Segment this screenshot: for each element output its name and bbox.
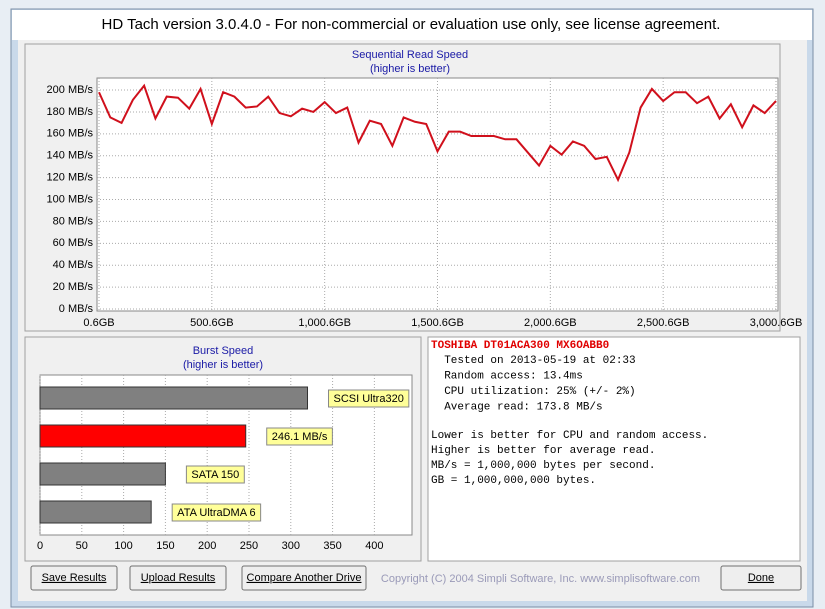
bar (39, 386, 309, 410)
y-tick-label: 60 MB/s (53, 237, 94, 249)
y-tick-label: 80 MB/s (53, 215, 94, 227)
button-label: Compare Another Drive (247, 572, 362, 584)
x-tick-label: 50 (76, 540, 88, 552)
button-face (241, 565, 367, 591)
read-line (98, 83, 777, 183)
info-panel (427, 336, 801, 562)
x-tick-label: 0.6GB (83, 317, 114, 329)
y-tick-label: 120 MB/s (47, 172, 94, 184)
bar (39, 500, 152, 524)
window-title: HD Tach version 3.0.4.0 - For non-commer… (102, 16, 721, 33)
button[interactable]: Upload Results (129, 565, 227, 591)
button-face (720, 565, 802, 591)
x-tick-label: 350 (323, 540, 341, 552)
drive-name: TOSHIBA DT01ACA300 MX6OABB0 (431, 340, 609, 352)
button-label: Save Results (42, 572, 107, 584)
y-tick-label: 160 MB/s (47, 128, 94, 140)
button-face (30, 565, 118, 591)
info-line: Average read: 173.8 MB/s (431, 401, 603, 413)
copyright: Copyright (C) 2004 Simpli Software, Inc.… (381, 573, 700, 585)
bar (39, 462, 166, 486)
x-tick-label: 100 (114, 540, 132, 552)
label-box (266, 427, 333, 446)
button-label: Upload Results (141, 572, 216, 584)
x-tick-label: 2,500.6GB (637, 317, 690, 329)
x-tick-label: 150 (156, 540, 174, 552)
title-bar (12, 10, 812, 40)
button[interactable]: Done (720, 565, 802, 591)
label-box (185, 465, 245, 484)
button[interactable]: Save Results (30, 565, 118, 591)
bar-label: SATA 150 (191, 469, 239, 481)
x-tick-label: 0 (37, 540, 43, 552)
bar-label: ATA UltraDMA 6 (177, 507, 255, 519)
info-note: GB = 1,000,000,000 bytes. (431, 475, 596, 487)
bar-label: 246.1 MB/s (272, 431, 328, 443)
label-box (171, 503, 262, 522)
info-line: CPU utilization: 25% (+/- 2%) (431, 386, 636, 398)
bar-label: SCSI Ultra320 (334, 393, 404, 405)
info-line: Random access: 13.4ms (431, 370, 583, 382)
x-tick-label: 1,500.6GB (411, 317, 464, 329)
chart-title: Burst Speed (193, 345, 254, 357)
y-tick-label: 200 MB/s (47, 84, 94, 96)
info-note: Lower is better for CPU and random acces… (431, 430, 708, 442)
x-tick-label: 3,000.6GB (750, 317, 803, 329)
x-tick-label: 300 (282, 540, 300, 552)
chart-title: Sequential Read Speed (352, 49, 468, 61)
chart-subtitle: (higher is better) (370, 63, 450, 75)
x-tick-label: 1,000.6GB (298, 317, 351, 329)
y-tick-label: 100 MB/s (47, 193, 94, 205)
y-tick-label: 40 MB/s (53, 259, 94, 271)
x-tick-label: 200 (198, 540, 216, 552)
y-tick-label: 20 MB/s (53, 281, 94, 293)
bar (39, 424, 247, 448)
info-note: Higher is better for average read. (431, 445, 655, 457)
x-tick-label: 400 (365, 540, 383, 552)
button[interactable]: Compare Another Drive (241, 565, 367, 591)
x-tick-label: 500.6GB (190, 317, 233, 329)
x-tick-label: 2,000.6GB (524, 317, 577, 329)
y-tick-label: 140 MB/s (47, 150, 94, 162)
y-tick-label: 180 MB/s (47, 106, 94, 118)
chart-subtitle: (higher is better) (183, 359, 263, 371)
info-line: Tested on 2013-05-19 at 02:33 (431, 355, 636, 367)
info-note: MB/s = 1,000,000 bytes per second. (431, 460, 655, 472)
button-face (129, 565, 227, 591)
label-box (328, 389, 410, 408)
y-tick-label: 0 MB/s (59, 303, 94, 315)
x-tick-label: 250 (240, 540, 258, 552)
button-label: Done (748, 572, 774, 584)
